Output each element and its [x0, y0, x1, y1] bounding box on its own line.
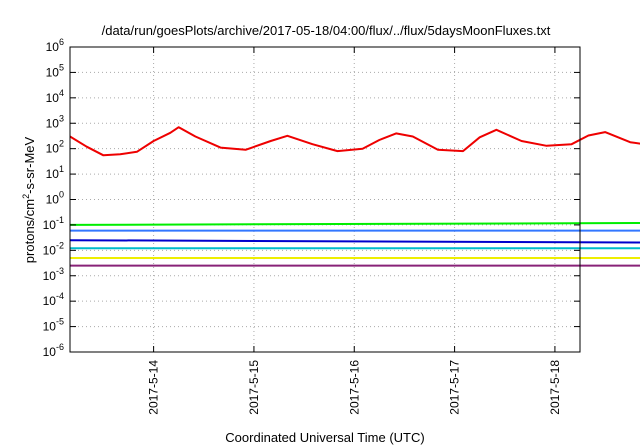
y-tick-base: 10: [43, 345, 57, 359]
y-axis-label-sup: 2: [21, 194, 31, 199]
y-tick-exp: -4: [56, 291, 64, 301]
y-tick-label: 10-3: [43, 266, 64, 283]
y-tick-base: 10: [46, 142, 60, 156]
y-axis-label-rest: -s-sr-MeV: [22, 136, 37, 193]
y-tick-label: 10-4: [43, 291, 64, 308]
series-line: [69, 222, 640, 226]
x-tick-label: 2017-5-15: [247, 360, 261, 415]
y-tick-label: 103: [46, 113, 64, 130]
y-tick-base: 10: [46, 91, 60, 105]
y-tick-label: 10-6: [43, 342, 64, 359]
y-tick-label: 10-5: [43, 317, 64, 334]
y-tick-label: 105: [46, 62, 64, 79]
y-tick-label: 10-2: [43, 240, 64, 257]
y-tick-exp: 1: [59, 164, 64, 174]
x-tick-label: 2017-5-14: [147, 360, 161, 415]
y-tick-label: 101: [46, 164, 64, 181]
y-tick-base: 10: [46, 65, 60, 79]
y-tick-base: 10: [46, 193, 60, 207]
y-tick-exp: 2: [59, 139, 64, 149]
y-tick-label: 10-1: [43, 215, 64, 232]
y-tick-label: 102: [46, 139, 64, 156]
y-tick-label: 106: [46, 37, 64, 54]
y-tick-exp: -1: [56, 215, 64, 225]
y-tick-exp: -6: [56, 342, 64, 352]
y-tick-label: 100: [46, 190, 64, 207]
y-axis-label: protons/cm2-s-sr-MeV: [21, 136, 37, 263]
chart-title: /data/run/goesPlots/archive/2017-05-18/0…: [102, 23, 551, 38]
y-tick-exp: 5: [59, 62, 64, 72]
y-tick-base: 10: [43, 294, 57, 308]
x-tick-label: 2017-5-18: [548, 360, 562, 415]
y-tick-exp: -2: [56, 240, 64, 250]
y-tick-base: 10: [46, 116, 60, 130]
y-tick-base: 10: [43, 243, 57, 257]
y-tick-exp: 0: [59, 190, 64, 200]
x-axis-label: Coordinated Universal Time (UTC): [225, 430, 424, 445]
y-tick-label: 104: [46, 88, 64, 105]
series-layer: [69, 126, 640, 267]
series-line: [69, 239, 640, 244]
y-tick-exp: -5: [56, 317, 64, 327]
y-axis: 10-610-510-410-310-210-11001011021031041…: [43, 37, 580, 359]
y-tick-base: 10: [43, 218, 57, 232]
x-tick-label: 2017-5-17: [448, 360, 462, 415]
y-tick-exp: -3: [56, 266, 64, 276]
x-tick-label: 2017-5-16: [347, 360, 361, 415]
y-tick-base: 10: [46, 167, 60, 181]
series-line: [69, 126, 640, 157]
grid: [70, 47, 580, 352]
y-axis-label-base: protons/cm: [22, 199, 37, 263]
y-tick-base: 10: [46, 40, 60, 54]
y-tick-exp: 3: [59, 113, 64, 123]
x-axis: 2017-5-14 2017-5-15 2017-5-16 2017-5-17 2017…: [147, 47, 562, 415]
y-tick-base: 10: [43, 269, 57, 283]
y-tick-exp: 6: [59, 37, 64, 47]
y-tick-exp: 4: [59, 88, 64, 98]
y-tick-base: 10: [43, 320, 57, 334]
